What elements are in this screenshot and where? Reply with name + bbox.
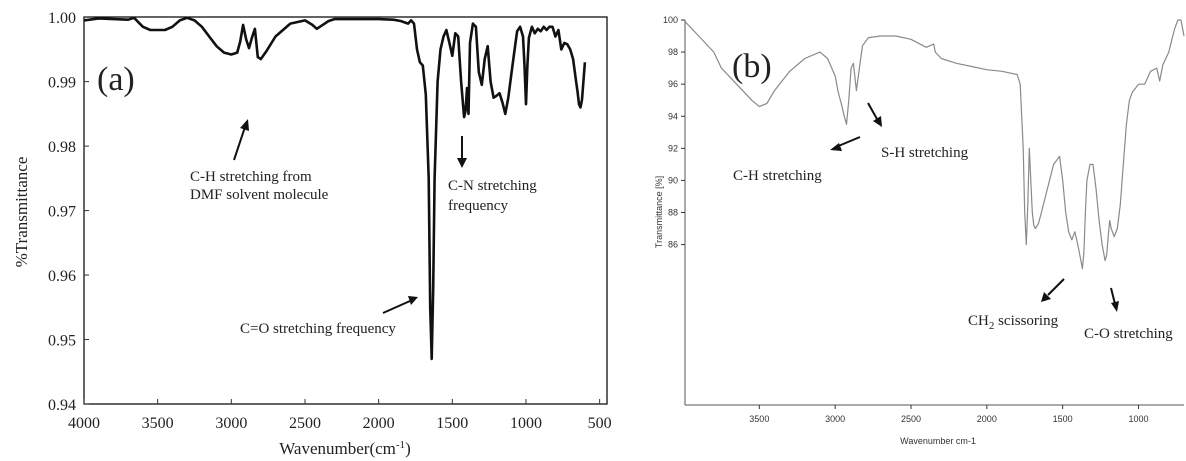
x-tick-label: 1500 (1053, 414, 1073, 424)
y-tick-label: 90 (668, 175, 678, 185)
y-tick-label: 86 (668, 240, 678, 250)
x-axis-label-b: Wavenumber cm-1 (900, 436, 976, 446)
y-tick-label: 96 (668, 79, 678, 89)
annotation-line: frequency (448, 198, 508, 214)
y-tick-label: 0.97 (48, 204, 76, 221)
y-tick-label: 94 (668, 111, 678, 121)
y-axis-label-b: Transmittance [%] (654, 176, 664, 248)
spectrum-line-b (684, 19, 1185, 270)
x-tick-label: 2500 (289, 415, 321, 432)
spectrum-line-a (83, 16, 587, 361)
x-axis-label-a-tail: ) (405, 439, 411, 458)
annotation-co-b: C-O stretching (1084, 287, 1173, 342)
y-tick-label: 0.95 (48, 333, 76, 350)
x-tick-label: 3500 (749, 414, 769, 424)
y-tick-label: 0.96 (48, 268, 76, 285)
annotation-line: DMF solvent molecule (190, 187, 329, 203)
arrow-head (830, 143, 842, 151)
x-tick-label: 3000 (215, 415, 247, 432)
y-axis-a: 1.00 0.99 0.98 0.97 0.96 0.95 0.94 (48, 10, 89, 414)
annotation-cn: C-N stretching frequency (448, 136, 537, 214)
panel-a: 1.00 0.99 0.98 0.97 0.96 0.95 0.94 4000 3500 300… (12, 10, 612, 458)
x-tick-label: 1000 (510, 415, 542, 432)
plot-area-frame-a (83, 16, 608, 405)
arrow-head (1041, 292, 1051, 302)
arrow-head (240, 119, 249, 131)
annotation-ch-dmf: C-H stretching from DMF solvent molecule (190, 119, 329, 203)
annotation-line: C-N stretching (448, 178, 537, 194)
panel-label-b: (b) (732, 48, 772, 85)
x-tick-label: 3000 (825, 414, 845, 424)
x-tick-label: 1500 (436, 415, 468, 432)
annotation-line: C=O stretching frequency (240, 321, 396, 337)
annotation-part: scissoring (994, 313, 1058, 329)
arrow-head (873, 116, 882, 127)
annotation-line: C-H stretching (733, 168, 822, 184)
x-tick-label: 2500 (901, 414, 921, 424)
x-tick-label: 2000 (977, 414, 997, 424)
x-axis-label-a-text: Wavenumber(cm (279, 439, 396, 458)
y-tick-label: 98 (668, 47, 678, 57)
annotation-sub: 2 (989, 320, 995, 332)
annotation-sh: S-H stretching (867, 102, 969, 161)
y-tick-label: 1.00 (48, 10, 76, 27)
x-axis-label-a-sup: -1 (396, 439, 405, 451)
annotation-line: C-H stretching from (190, 169, 312, 185)
x-axis-label-a: Wavenumber(cm-1) (279, 439, 410, 458)
y-tick-label: 92 (668, 143, 678, 153)
annotation-ch-b: C-H stretching (733, 136, 861, 184)
arrow-head (457, 158, 467, 168)
y-axis-b: 100 98 96 94 92 90 88 86 (663, 15, 685, 250)
x-tick-label: 1000 (1128, 414, 1148, 424)
x-axis-a: 4000 3500 3000 2500 2000 1500 1000 500 (68, 399, 612, 432)
y-tick-label: 0.98 (48, 139, 76, 156)
panel-label-a: (a) (97, 61, 135, 98)
annotation-ch2: CH2 scissoring (968, 278, 1065, 332)
x-axis-b: 3500 3000 2500 2000 1500 1000 (749, 405, 1149, 424)
x-tick-label: 4000 (68, 415, 100, 432)
annotation-line: S-H stretching (881, 145, 969, 161)
annotation-line: C-O stretching (1084, 326, 1173, 342)
y-tick-label: 88 (668, 208, 678, 218)
arrow-head (408, 296, 418, 305)
x-tick-label: 500 (588, 415, 612, 432)
y-tick-label: 0.99 (48, 75, 76, 92)
annotation-part: CH (968, 313, 989, 329)
y-axis-label-a: %Transmittance (12, 157, 31, 268)
panel-b: 100 98 96 94 92 90 88 86 3500 3000 2500 2000 1500 10… (654, 15, 1185, 446)
y-tick-label: 100 (663, 15, 678, 25)
arrow-head (1111, 301, 1119, 312)
x-tick-label: 2000 (363, 415, 395, 432)
x-tick-label: 3500 (142, 415, 174, 432)
annotation-ch2-text: CH2 scissoring (968, 313, 1059, 332)
y-tick-label: 0.94 (48, 397, 76, 414)
annotation-co: C=O stretching frequency (240, 296, 418, 337)
